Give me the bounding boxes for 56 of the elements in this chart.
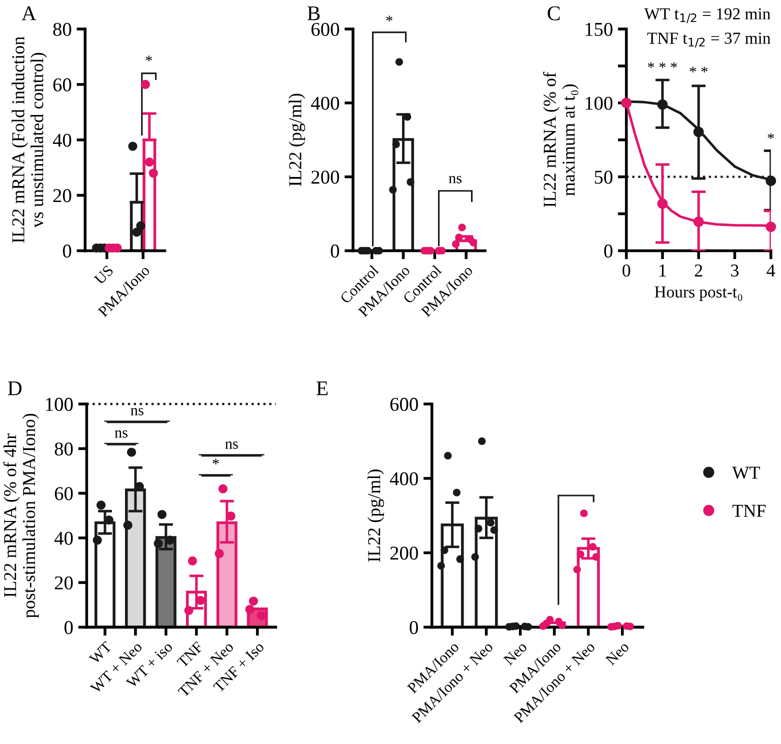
y-tick-label: 40 (54, 532, 73, 545)
chart-title: D (8, 381, 22, 396)
annotation: ns (130, 408, 144, 416)
y-tick-label: 100 (586, 96, 612, 110)
x-tick-label: TNF (176, 641, 204, 668)
y-tick-label: 0 (62, 244, 72, 258)
x-tick-label: Neo (605, 641, 630, 666)
annotation: ns (448, 176, 462, 184)
chart-title: B (307, 6, 320, 20)
annotation: ns (114, 430, 128, 438)
y-tick-label: 20 (53, 189, 72, 202)
y-tick-label: 80 (54, 442, 73, 456)
y-tick-label: 80 (53, 22, 72, 36)
x-tick-label: WT (88, 640, 112, 665)
y-axis-title: IL22 (pg/ml) (368, 470, 384, 562)
annotation: * * * (648, 62, 678, 68)
x-axis-title: Hours post-t₀ (654, 286, 742, 301)
y-axis-title: IL22 (pg/ml) (288, 94, 306, 186)
chart-title: A (22, 6, 36, 20)
annotation: TNF t$_{1/2}$ = 37 min (647, 32, 771, 48)
annotation: * * (690, 66, 708, 72)
y-tick-label: 0 (604, 244, 612, 258)
x-tick-label: 1 (660, 264, 666, 276)
y-tick-label: 60 (54, 487, 73, 500)
annotation: * (146, 56, 152, 62)
y-tick-label: 400 (311, 96, 340, 110)
y-tick-label: 0 (64, 621, 73, 634)
chart-title: E (316, 381, 328, 396)
y-tick-label: 150 (586, 22, 612, 36)
y-tick-label: 60 (53, 78, 72, 92)
text: * (386, 16, 392, 22)
x-tick-label: 4 (766, 264, 776, 276)
y-tick-label: 400 (390, 472, 418, 486)
legend-label: TNF (732, 504, 766, 517)
y-tick-label: 40 (52, 134, 72, 147)
text: WT t$_{1/2}$ = 192 min (644, 8, 770, 24)
y-tick-label: 0 (330, 244, 340, 258)
y-axis-title: IL22 mRNA (% of 4hr post-stimulation PMA/Iono) (3, 414, 39, 618)
y-tick-label: 200 (312, 170, 340, 184)
y-axis-title: IL22 mRNA (% of maximum at t₀) (543, 72, 578, 208)
annotation: * (768, 133, 774, 139)
chart-title: C (548, 6, 560, 20)
y-tick-label: 20 (54, 576, 73, 590)
x-tick-label: 2 (694, 264, 702, 276)
y-tick-label: 200 (390, 546, 418, 560)
y-tick-label: 50 (594, 170, 612, 184)
legend-label: WT (732, 466, 760, 479)
annotation: * (212, 458, 219, 464)
y-tick-label: 600 (311, 22, 340, 36)
y-tick-label: 0 (410, 621, 418, 634)
annotation: ns (225, 442, 238, 449)
y-tick-label: 100 (46, 398, 73, 411)
y-axis-title: IL22 mRNA (Fold induction vs unstimulated control) (12, 36, 47, 243)
x-tick-label: 0 (622, 264, 630, 277)
x-tick-label: 3 (731, 264, 739, 277)
y-tick-label: 600 (390, 398, 418, 411)
